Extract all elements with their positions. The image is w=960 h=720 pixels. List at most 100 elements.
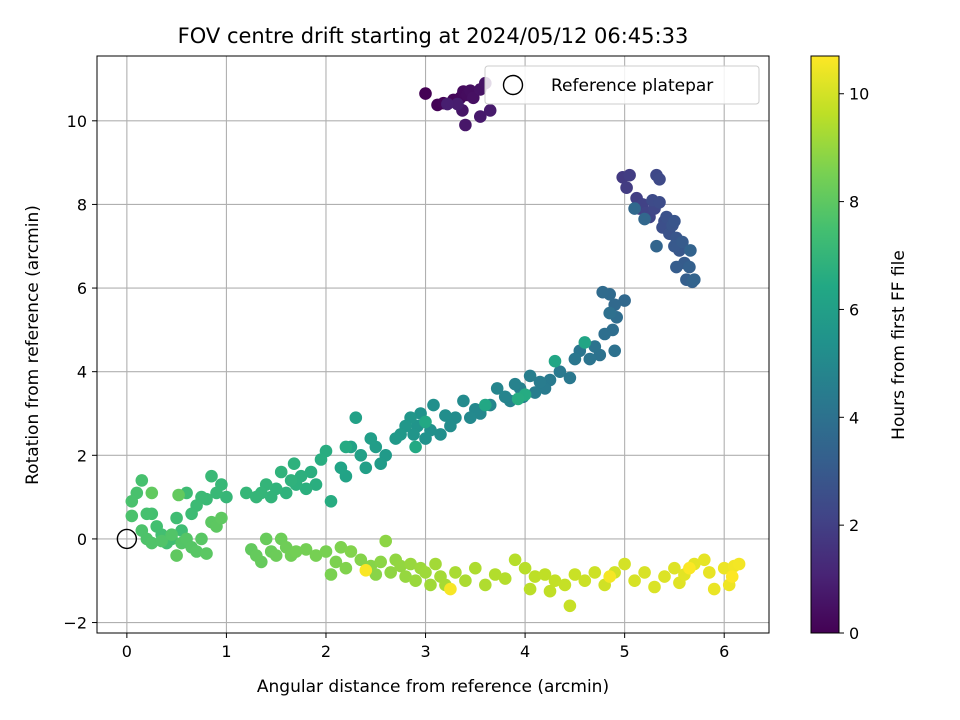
data-point	[707, 582, 721, 596]
data-point	[419, 432, 432, 445]
reference-marker	[116, 528, 138, 550]
data-point	[603, 570, 616, 583]
data-point	[195, 532, 208, 546]
data-point	[419, 566, 432, 579]
data-point	[399, 570, 412, 583]
data-point	[190, 545, 203, 558]
data-point	[374, 555, 388, 569]
data-point	[324, 495, 338, 508]
data-point	[289, 545, 303, 558]
data-point	[220, 490, 233, 504]
data-point	[269, 549, 283, 562]
data-point	[479, 578, 492, 592]
data-point	[419, 415, 432, 429]
data-point	[553, 365, 567, 379]
data-point	[603, 306, 616, 320]
x-tick-label: 3	[420, 642, 430, 661]
data-point	[170, 511, 183, 525]
data-point	[165, 528, 178, 541]
y-tick-label: 0	[77, 530, 87, 549]
data-point	[125, 509, 139, 523]
data-point	[498, 572, 512, 585]
data-point	[319, 545, 333, 558]
legend-marker-icon	[502, 74, 524, 96]
data-point	[439, 409, 452, 422]
data-point	[538, 568, 552, 581]
data-point	[618, 557, 631, 571]
data-point	[703, 566, 716, 579]
data-point	[563, 371, 577, 385]
data-point	[364, 432, 378, 445]
data-point	[467, 91, 480, 105]
data-point	[369, 568, 383, 581]
data-point	[528, 386, 542, 399]
x-tick-label: 1	[221, 642, 231, 661]
data-point	[374, 457, 388, 471]
data-point	[508, 553, 522, 567]
data-point	[125, 495, 139, 508]
data-point	[578, 336, 592, 349]
data-point	[309, 549, 323, 562]
y-tick-label: 10	[67, 112, 87, 131]
data-point	[464, 411, 477, 425]
data-point	[407, 428, 420, 441]
data-point	[451, 97, 464, 111]
colorbar-tick-label: 0	[849, 624, 859, 643]
legend-box	[484, 65, 760, 105]
colorbar-gradient	[810, 55, 840, 634]
data-point	[444, 419, 457, 433]
data-point	[732, 557, 746, 571]
data-point	[155, 534, 168, 548]
data-point	[608, 344, 621, 358]
data-point	[490, 382, 504, 395]
data-point	[279, 486, 293, 500]
data-point	[598, 327, 611, 341]
data-point	[628, 574, 641, 587]
data-point	[389, 432, 403, 445]
data-point	[324, 568, 338, 581]
data-point	[725, 570, 739, 583]
data-point	[488, 568, 502, 581]
data-point	[658, 570, 671, 583]
y-tick-label: 2	[77, 446, 87, 465]
x-tick-label: 0	[122, 642, 132, 661]
data-point	[479, 398, 492, 412]
data-point	[240, 486, 253, 500]
data-point	[329, 555, 343, 569]
data-point	[588, 340, 602, 353]
data-point	[185, 507, 198, 521]
data-point	[135, 474, 149, 487]
data-point	[215, 511, 228, 525]
data-point	[638, 566, 651, 579]
x-tick-label: 2	[321, 642, 331, 661]
data-point	[618, 294, 631, 307]
data-point	[334, 461, 348, 475]
data-point	[563, 599, 577, 613]
data-point	[508, 377, 522, 391]
colorbar-tick-label: 4	[849, 408, 859, 427]
data-point	[528, 570, 542, 583]
data-point	[379, 534, 393, 548]
colorbar: 0 2 4 6 8 10 Hours from first FF file	[810, 55, 909, 643]
data-point	[596, 285, 609, 299]
data-point	[676, 235, 689, 249]
data-point	[314, 453, 328, 466]
data-point	[359, 564, 373, 577]
data-point	[653, 196, 666, 209]
data-point	[424, 578, 437, 592]
y-axis-ticks: −2 0 2 4 6 8 10	[63, 112, 97, 633]
data-point	[668, 214, 681, 228]
data-point	[359, 461, 373, 475]
x-axis-ticks: 0 1 2 3 4 5 6	[122, 633, 729, 661]
legend: Reference platepar	[484, 65, 760, 105]
data-point	[683, 260, 696, 274]
data-point	[145, 536, 159, 550]
data-point	[419, 87, 432, 100]
data-point	[684, 244, 697, 257]
data-point	[354, 553, 368, 567]
data-point	[205, 469, 218, 483]
data-point	[299, 482, 313, 496]
data-point	[449, 566, 462, 579]
grid	[97, 56, 769, 633]
